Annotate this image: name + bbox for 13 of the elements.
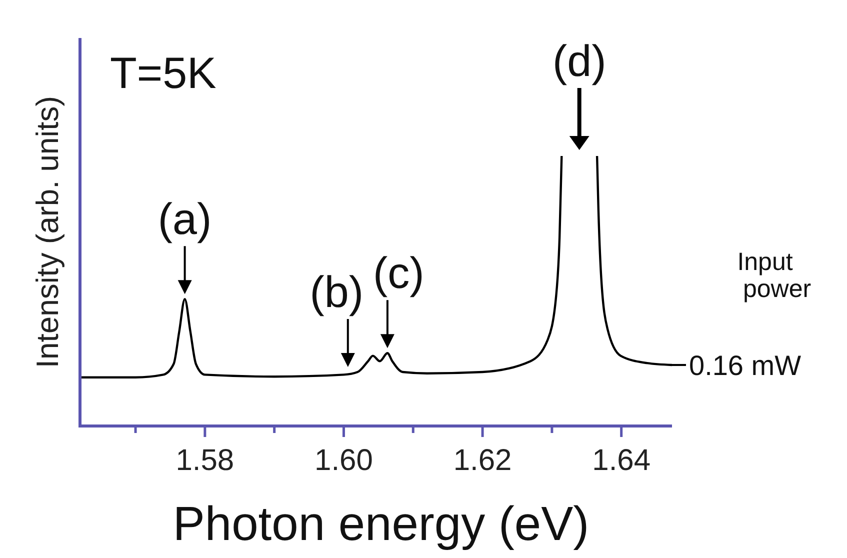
text: (d) [552,37,606,86]
annotation: (c) [373,249,424,298]
legend-title: Input power [737,248,812,303]
x-tick-label: 1.64 [592,444,651,477]
text: T=5K [110,49,216,98]
x-tick-label: 1.58 [176,444,234,477]
annotation: (b) [310,268,364,317]
y-axis-title: Intensity (arb. units) [30,96,65,368]
x-axis-title: Photon energy (eV) [172,498,590,551]
legend-label: 0.16 mW [689,350,802,381]
annotation: (a) [158,195,212,244]
x-tick-label: 1.60 [314,444,373,477]
x-tick-label: 1.62 [453,444,512,477]
